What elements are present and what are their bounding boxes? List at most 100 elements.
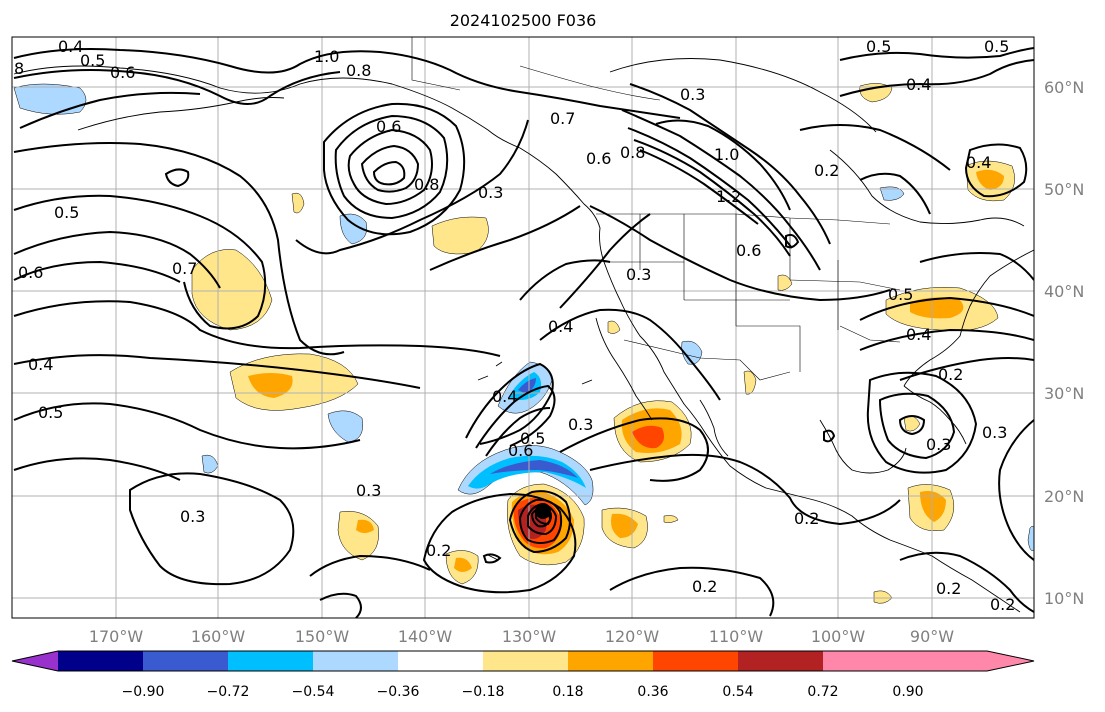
map-frame xyxy=(11,36,1035,619)
contour-label: 0.5 xyxy=(38,403,63,422)
contour-label: 0.5 xyxy=(54,203,79,222)
contour-label: 0.6 xyxy=(508,441,533,460)
shaded-field xyxy=(13,83,1034,604)
contour-label: 0.4 xyxy=(548,317,573,336)
colorbar-segment xyxy=(228,651,313,671)
longitude-label: 120°W xyxy=(605,627,660,646)
contour-label: 1.0 xyxy=(314,47,339,66)
longitude-label: 150°W xyxy=(295,627,350,646)
contour-label: 0.7 xyxy=(550,109,575,128)
latitude-label: 40°N xyxy=(1044,282,1084,301)
colorbar-tick-label: 0.72 xyxy=(807,684,838,700)
latitude-label: 30°N xyxy=(1044,384,1084,403)
coastlines xyxy=(13,58,1034,613)
longitude-label: 140°W xyxy=(398,627,453,646)
negative-anomaly-band xyxy=(468,455,586,489)
negative-anomaly-patch xyxy=(339,213,367,245)
colorbar-segment xyxy=(313,651,398,671)
contour-label: 0.2 xyxy=(794,509,819,528)
positive-anomaly-core xyxy=(356,519,374,533)
colorbar-outline xyxy=(11,650,1035,672)
colorbar-tick-label: −0.72 xyxy=(207,684,250,700)
contour-label: 0.3 xyxy=(926,435,951,454)
positive-anomaly-patch xyxy=(607,320,621,334)
colorbar-tick-label: −0.90 xyxy=(122,684,165,700)
longitude-axis: 170°W 160°W 150°W 140°W 130°W 120°W 110°… xyxy=(89,627,954,646)
latitude-label: 50°N xyxy=(1044,180,1084,199)
negative-anomaly-patch xyxy=(879,186,905,201)
colorbar-segment xyxy=(738,651,823,671)
positive-anomaly-patch xyxy=(777,274,793,291)
contour-label: 0.4 xyxy=(906,75,931,94)
contour-label: 0.2 xyxy=(990,595,1015,614)
contour-label: 0.4 xyxy=(28,355,53,374)
colorbar-tick-label: −0.18 xyxy=(462,684,505,700)
contour-label: 0.5 xyxy=(888,285,913,304)
longitude-label: 110°W xyxy=(709,627,764,646)
positive-anomaly-core xyxy=(248,373,293,398)
contour-label: 0.3 xyxy=(626,265,651,284)
colorbar-tick-label: 0.36 xyxy=(637,684,668,700)
colorbar-segment xyxy=(653,651,738,671)
contour-label: 0.2 xyxy=(936,579,961,598)
contour-label: 0.4 xyxy=(58,37,83,56)
latitude-label: 20°N xyxy=(1044,487,1084,506)
colorbar-tick-label: 0.18 xyxy=(552,684,583,700)
contour-label: 0.3 xyxy=(982,423,1007,442)
colorbar-tick-label: −0.36 xyxy=(377,684,420,700)
contour-label: 0.8 xyxy=(620,143,645,162)
longitude-label: 90°W xyxy=(910,627,954,646)
map-title: 2024102500 F036 xyxy=(450,11,597,30)
colorbar-tick-label: 0.90 xyxy=(892,684,923,700)
positive-anomaly-patch xyxy=(191,249,273,331)
positive-anomaly-core xyxy=(920,491,946,522)
contour-label: 0.6 xyxy=(586,149,611,168)
positive-anomaly-patch xyxy=(431,216,489,255)
colorbar-segment xyxy=(398,651,483,671)
contour-label: 0.3 xyxy=(356,481,381,500)
negative-anomaly-patch xyxy=(681,340,703,365)
contour-label: 0.4 xyxy=(966,153,991,172)
contour-label: 0.6 xyxy=(110,63,135,82)
longitude-label: 160°W xyxy=(191,627,246,646)
latitude-axis: 60°N 50°N 40°N 30°N 20°N 10°N xyxy=(1044,78,1084,608)
contour-label: 0.4 xyxy=(492,387,517,406)
contour-label: 0.4 xyxy=(906,325,931,344)
longitude-label: 100°W xyxy=(811,627,866,646)
negative-anomaly-patch xyxy=(327,410,363,443)
latitude-label: 10°N xyxy=(1044,589,1084,608)
positive-anomaly-core xyxy=(632,425,664,449)
colorbar-segment xyxy=(987,651,1034,671)
contour-label: 0.6 xyxy=(18,263,43,282)
positive-anomaly-core xyxy=(454,557,472,572)
contour-label: 0.5 xyxy=(520,429,545,448)
negative-anomaly-patch xyxy=(13,83,87,115)
contour-label: 0.8 xyxy=(346,61,371,80)
positive-anomaly-core xyxy=(976,169,1004,190)
latitude-label: 60°N xyxy=(1044,78,1084,97)
colorbar-segment xyxy=(58,651,143,671)
colorbar-segment xyxy=(823,651,987,671)
negative-anomaly-band xyxy=(518,378,536,394)
contour-label: 0.8 xyxy=(414,175,439,194)
longitude-label: 170°W xyxy=(89,627,144,646)
positive-anomaly-core xyxy=(611,513,638,538)
contour-label: 1.0 xyxy=(714,145,739,164)
contour-label: 0.3 xyxy=(568,415,593,434)
negative-anomaly-band xyxy=(490,460,578,478)
colorbar-segment xyxy=(143,651,228,671)
map-content: 0.4 0.5 0.6 8 1.0 0.8 0.6 0.5 0.7 0.6 0.… xyxy=(12,37,1034,618)
contour-label: 0.6 xyxy=(376,117,401,136)
positive-anomaly-core xyxy=(910,297,964,319)
contour-label: 0.3 xyxy=(478,183,503,202)
colorbar: −0.90 −0.72 −0.54 −0.36 −0.18 0.18 0.36 … xyxy=(11,650,1035,700)
positive-anomaly-patch xyxy=(743,370,757,395)
contour-label: 0.3 xyxy=(680,85,705,104)
colorbar-segment xyxy=(568,651,653,671)
positive-anomaly-patch xyxy=(291,192,305,214)
contour-label: 0.5 xyxy=(80,51,105,70)
colorbar-segment xyxy=(12,651,58,671)
contour-label: 0.2 xyxy=(426,541,451,560)
contour-label: 0.5 xyxy=(866,37,891,56)
